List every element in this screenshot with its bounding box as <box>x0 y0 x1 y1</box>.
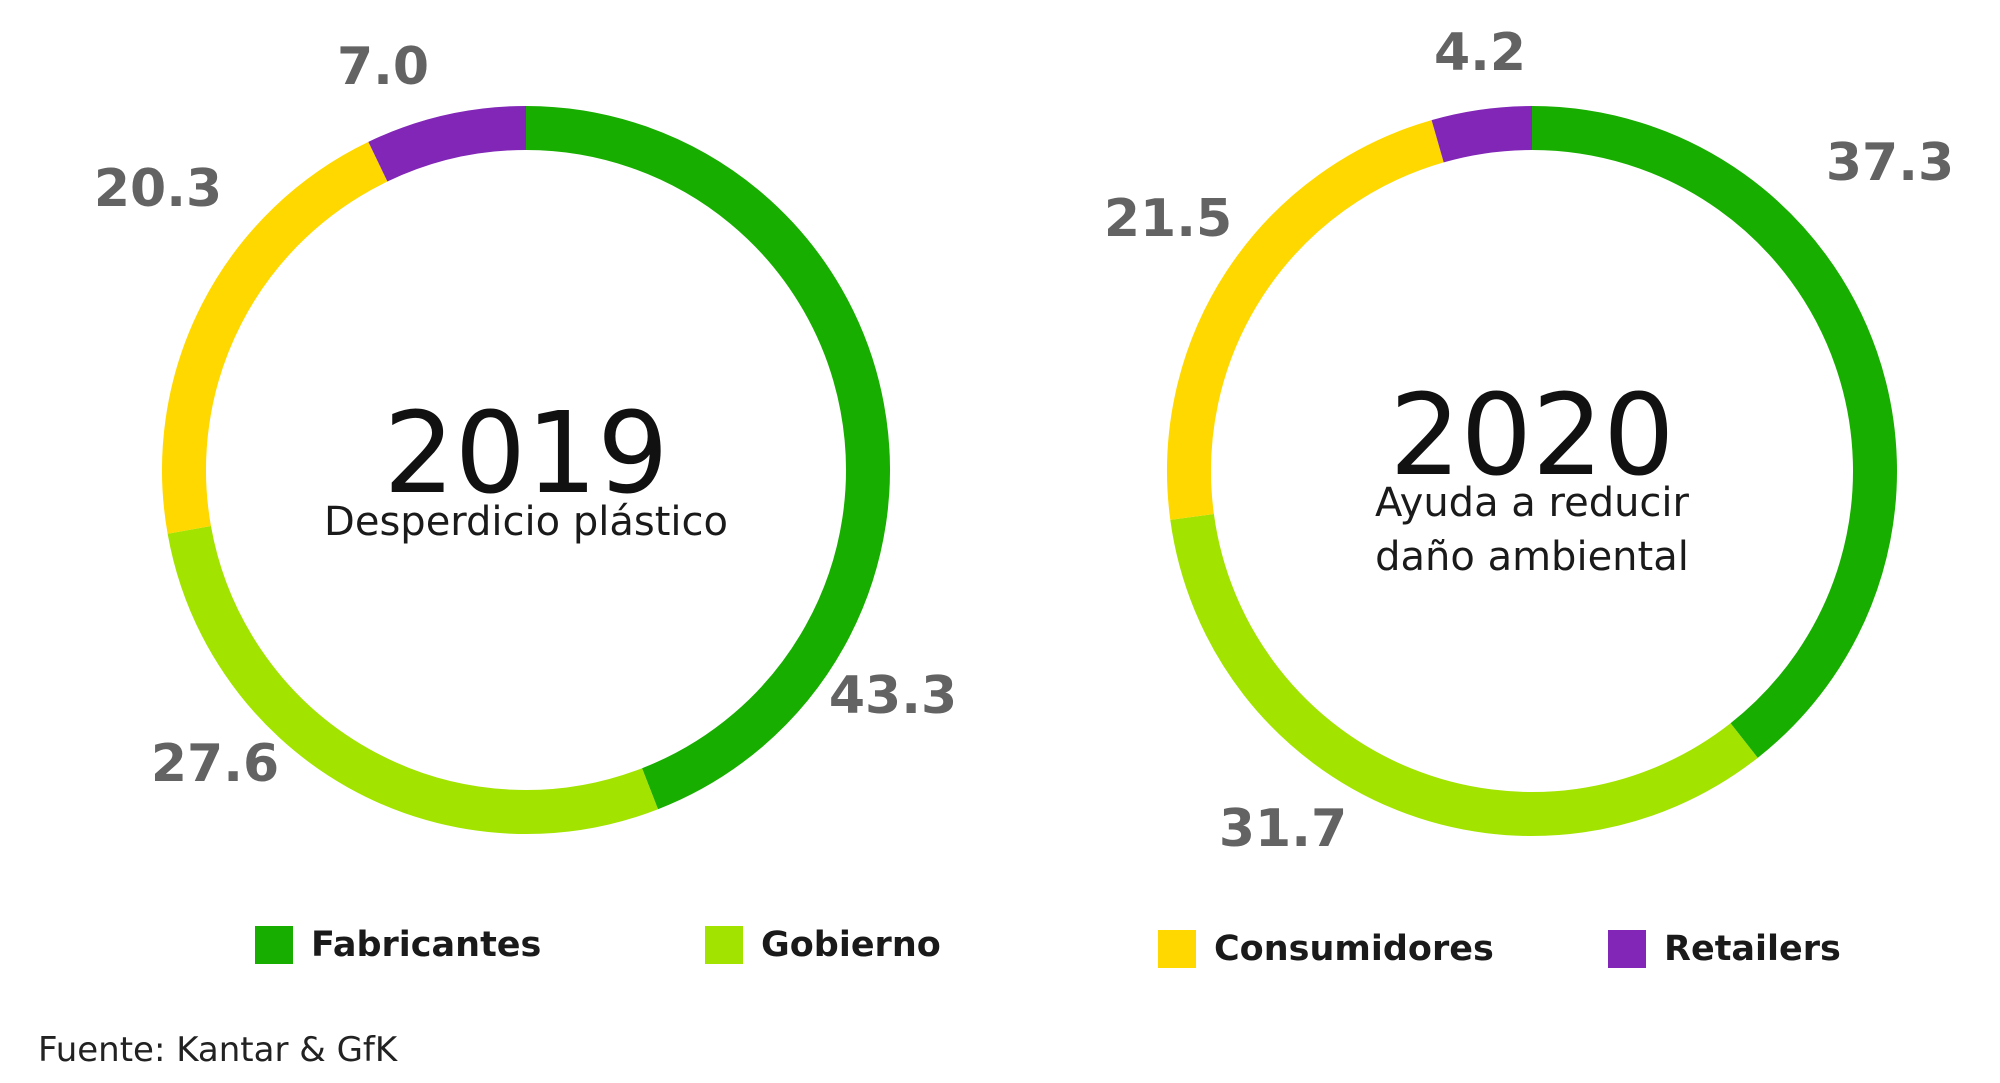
donut-slice-fabricantes <box>525 106 890 810</box>
donut-slice-consumidores <box>1167 120 1444 520</box>
legend-label-fabricantes: Fabricantes <box>311 925 542 965</box>
chart-subtitle: Ayuda a reducir <box>1375 480 1690 526</box>
chart-title: 2020 <box>1389 371 1674 501</box>
legend-label-retailers: Retailers <box>1664 929 1841 969</box>
donut-slice-consumidores <box>162 141 388 534</box>
legend: Fabricantes Gobierno Consumidores Retail… <box>0 920 2000 970</box>
chart-subtitle: daño ambiental <box>1375 534 1689 580</box>
legend-item-consumidores: Consumidores <box>1158 924 1494 974</box>
donut-slice-gobierno <box>1170 513 1758 836</box>
value-label-retailers: 4.2 <box>1434 23 1526 83</box>
value-label-gobierno: 31.7 <box>1219 799 1347 859</box>
value-label-consumidores: 20.3 <box>94 159 222 219</box>
value-label-fabricantes: 43.3 <box>829 666 957 726</box>
legend-item-retailers: Retailers <box>1608 924 1841 974</box>
source-note: Fuente: Kantar & GfK <box>38 1030 398 1070</box>
legend-item-gobierno: Gobierno <box>705 920 941 970</box>
legend-label-gobierno: Gobierno <box>761 925 941 965</box>
donut-slice-retailers <box>1431 106 1533 163</box>
chart-title: 2019 <box>383 389 668 519</box>
chart-subtitle: Desperdicio plástico <box>324 499 728 545</box>
legend-item-fabricantes: Fabricantes <box>255 920 541 970</box>
donut-slice-gobierno <box>167 525 658 834</box>
value-label-fabricantes: 37.3 <box>1826 133 1954 193</box>
value-label-gobierno: 27.6 <box>151 734 279 794</box>
legend-swatch-fabricantes <box>255 926 293 964</box>
legend-label-consumidores: Consumidores <box>1214 929 1494 969</box>
donut-slice-fabricantes <box>1531 106 1897 758</box>
legend-swatch-retailers <box>1608 930 1646 968</box>
legend-swatch-gobierno <box>705 926 743 964</box>
donut-slice-retailers <box>368 106 527 182</box>
value-label-consumidores: 21.5 <box>1104 189 1232 249</box>
value-label-retailers: 7.0 <box>337 37 429 97</box>
legend-swatch-consumidores <box>1158 930 1196 968</box>
